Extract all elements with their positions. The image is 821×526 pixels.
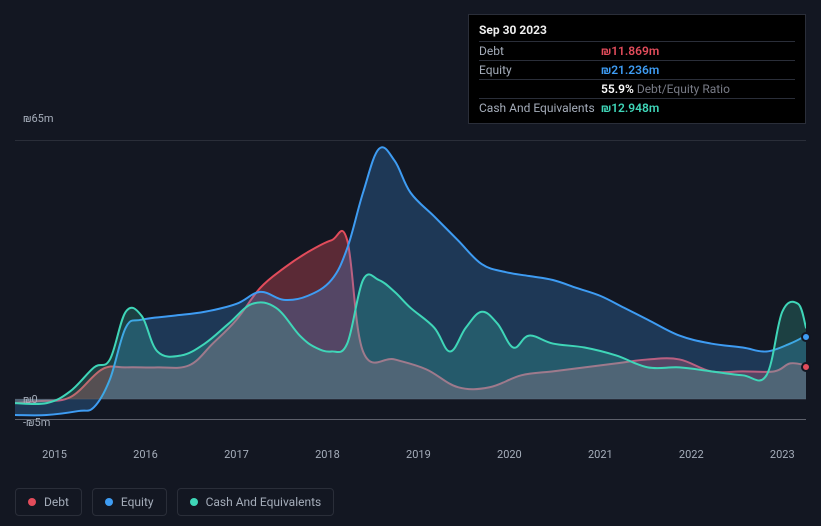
chart-container: ₪65m ₪0 -₪5m 201520162017201820192020202… — [15, 120, 806, 476]
legend-dot-icon — [28, 498, 36, 506]
x-axis-tick: 2020 — [497, 448, 522, 461]
chart-legend: Debt Equity Cash And Equivalents — [15, 488, 334, 516]
legend-item[interactable]: Cash And Equivalents — [177, 488, 335, 516]
series-end-marker — [801, 362, 811, 372]
x-axis-tick: 2023 — [770, 448, 795, 461]
x-axis-tick: 2015 — [42, 448, 67, 461]
tooltip-row-value: 55.9% Debt/Equity Ratio — [601, 82, 730, 96]
x-axis-tick: 2016 — [133, 448, 158, 461]
tooltip-date: Sep 30 2023 — [479, 21, 795, 41]
legend-dot-icon — [190, 498, 198, 506]
tooltip-row-label: Equity — [479, 63, 601, 77]
legend-dot-icon — [105, 498, 113, 506]
legend-item-label: Debt — [44, 495, 69, 509]
x-axis-tick: 2017 — [224, 448, 249, 461]
series-end-marker — [801, 332, 811, 342]
legend-item-label: Equity — [121, 495, 154, 509]
tooltip-row-value: ₪11.869m — [601, 44, 659, 58]
x-axis-tick: 2019 — [406, 448, 431, 461]
tooltip-row-label: Debt — [479, 44, 601, 58]
x-axis: 2015 2016 2017 2018 2019 2020 2021 2022 2023 — [15, 448, 806, 468]
x-axis-tick: 2021 — [588, 448, 613, 461]
chart-plot-area — [15, 140, 806, 420]
tooltip-row: Cash And Equivalents₪12.948m — [479, 98, 795, 117]
tooltip-row-label: Cash And Equivalents — [479, 101, 601, 115]
x-axis-tick: 2018 — [315, 448, 340, 461]
y-axis-label-zero: ₪0 — [23, 393, 38, 406]
y-axis-label-min: -₪5m — [23, 416, 50, 429]
chart-svg — [15, 141, 806, 419]
legend-item[interactable]: Equity — [92, 488, 167, 516]
tooltip-row: Equity₪21.236m — [479, 60, 795, 79]
tooltip-row-value: ₪12.948m — [601, 101, 659, 115]
chart-tooltip: Sep 30 2023 Debt₪11.869mEquity₪21.236m55… — [468, 14, 806, 124]
x-axis-tick: 2022 — [679, 448, 704, 461]
tooltip-row: Debt₪11.869m — [479, 41, 795, 60]
tooltip-row-label — [479, 82, 601, 96]
y-axis-label-max: ₪65m — [23, 112, 54, 125]
tooltip-row: 55.9% Debt/Equity Ratio — [479, 79, 795, 98]
tooltip-row-value: ₪21.236m — [601, 63, 659, 77]
legend-item[interactable]: Debt — [15, 488, 82, 516]
legend-item-label: Cash And Equivalents — [206, 495, 322, 509]
